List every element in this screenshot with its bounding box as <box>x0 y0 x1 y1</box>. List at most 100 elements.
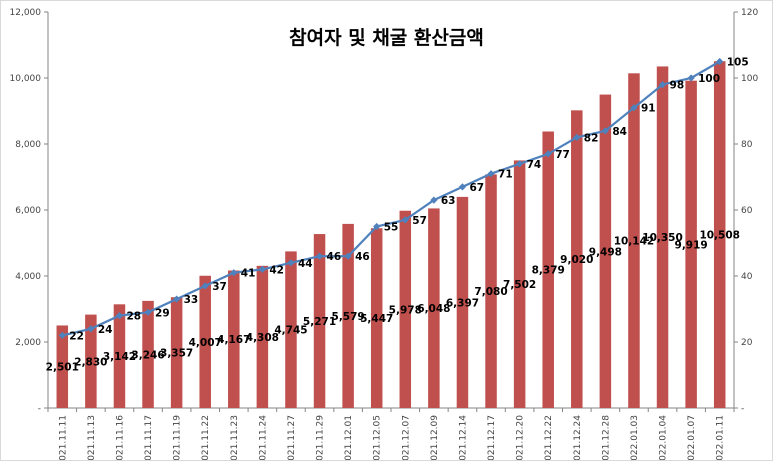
bar <box>628 73 640 409</box>
x-tick-label: 2021.12.20 <box>516 415 526 460</box>
x-tick-label: 2021.12.14 <box>458 415 468 460</box>
bar-data-label: 3,357 <box>160 348 193 360</box>
bar-data-label: 2,501 <box>46 362 79 374</box>
line-point <box>173 295 181 303</box>
bar-data-label: 5,978 <box>389 304 422 316</box>
x-tick-label: 2021.11.23 <box>230 415 240 460</box>
x-tick-label: 2022.01.11 <box>716 415 726 460</box>
x-tick-label: 2021.11.11 <box>58 415 68 460</box>
bar-data-label: 5,579 <box>332 311 365 323</box>
x-tick-label: 2021.12.09 <box>430 415 440 460</box>
bar <box>342 223 354 408</box>
bar <box>113 304 126 408</box>
line-point <box>516 160 524 168</box>
line-point <box>458 183 467 191</box>
x-tick-label: 2021.12.24 <box>573 415 583 460</box>
bar <box>428 208 440 408</box>
line-point <box>344 252 352 260</box>
bar-data-label: 9,498 <box>589 246 622 258</box>
series-line <box>62 60 721 337</box>
x-tick-label: 2021.11.29 <box>316 415 326 460</box>
line-data-label: 24 <box>98 324 113 336</box>
bar <box>542 131 554 409</box>
bar-data-label: 4,007 <box>189 337 222 349</box>
x-tick-label: 2022.01.03 <box>630 415 640 460</box>
bar-data-label: 4,745 <box>274 325 307 337</box>
bar-data-label: 6,048 <box>417 303 450 315</box>
x-tick-label: 2021.11.22 <box>201 415 211 460</box>
bar <box>571 110 583 408</box>
line-point <box>373 222 381 231</box>
bar-data-label: 2,830 <box>74 356 107 368</box>
x-tick-label: 2021.12.01 <box>344 415 354 460</box>
bar <box>656 66 669 408</box>
y-left-tick-label: 12,000 <box>10 8 42 18</box>
line-data-label: 22 <box>69 330 84 342</box>
bar-data-label: 3,142 <box>103 351 136 363</box>
bar-data-label: 9,919 <box>675 239 708 251</box>
bar <box>256 265 269 408</box>
line-point <box>230 269 238 277</box>
bar-data-label: 7,080 <box>474 286 507 298</box>
x-tick-label: 2021.12.05 <box>373 415 383 460</box>
line-data-label: 77 <box>555 149 570 161</box>
line-data-label: 71 <box>498 169 513 181</box>
bar <box>456 196 469 408</box>
bar <box>56 325 69 408</box>
line-point <box>573 133 581 141</box>
bar-data-label: 4,308 <box>246 332 279 344</box>
line-data-label: 44 <box>298 258 313 270</box>
line-data-label: 91 <box>641 103 656 115</box>
bar <box>713 61 726 409</box>
bar-data-label: 3,246 <box>131 349 164 361</box>
y-right-tick-label: 100 <box>741 74 758 84</box>
line-data-label: 29 <box>155 307 170 319</box>
y-right-tick-label: 20 <box>741 338 753 348</box>
line-data-label: 28 <box>126 311 141 323</box>
bar <box>228 270 240 408</box>
bar <box>285 251 297 408</box>
line-point <box>58 331 66 339</box>
line-point <box>401 216 409 224</box>
y-left-tick-label: 2,000 <box>15 338 41 348</box>
bar-data-label: 9,020 <box>560 254 593 266</box>
bar <box>370 228 383 408</box>
bar-data-label: 10,350 <box>642 232 683 244</box>
x-tick-label: 2021.11.19 <box>173 415 183 460</box>
bar <box>599 94 612 408</box>
y-right-tick-label: 80 <box>741 140 753 150</box>
line-point <box>87 325 95 333</box>
line-point <box>716 57 724 66</box>
line-point <box>430 196 438 204</box>
line-data-label: 37 <box>212 281 227 293</box>
y-left-tick-label: - <box>38 404 41 414</box>
line-point <box>287 259 295 267</box>
line-point <box>115 312 124 320</box>
x-tick-label: 2021.12.07 <box>401 415 411 460</box>
bar <box>399 210 412 408</box>
bar-data-label: 5,271 <box>303 316 336 328</box>
y-right-tick-label: - <box>741 404 744 414</box>
y-right-tick-label: 60 <box>741 206 753 216</box>
line-data-label: 98 <box>670 80 685 92</box>
line-point <box>601 127 609 135</box>
y-left-tick-label: 6,000 <box>15 206 41 216</box>
line-data-label: 84 <box>612 126 627 138</box>
bar-data-label: 10,142 <box>614 236 655 248</box>
x-tick-label: 2021.11.13 <box>87 415 97 460</box>
line-point <box>144 308 152 316</box>
y-left-tick-label: 10,000 <box>10 74 42 84</box>
bar-data-label: 10,508 <box>699 230 740 242</box>
bar <box>142 300 154 408</box>
line-data-label: 55 <box>384 222 399 234</box>
bar <box>685 80 697 408</box>
x-tick-label: 2021.12.28 <box>601 415 611 460</box>
y-left-tick-label: 4,000 <box>15 272 41 282</box>
line-data-label: 82 <box>584 132 599 144</box>
bar <box>485 174 497 408</box>
bar-data-label: 8,379 <box>532 265 565 277</box>
y-right-tick-label: 40 <box>741 272 753 282</box>
chart-title: 참여자 및 채굴 환산금액 <box>289 27 484 49</box>
bar <box>170 297 183 408</box>
line-point <box>658 81 667 89</box>
